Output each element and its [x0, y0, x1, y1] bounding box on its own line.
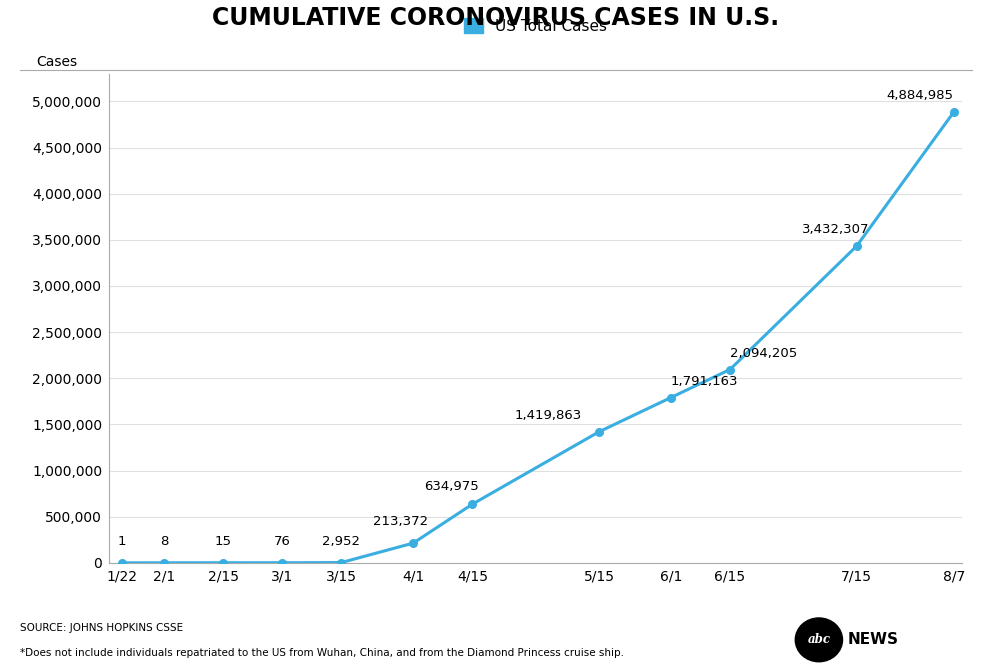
Text: *Does not include individuals repatriated to the US from Wuhan, China, and from : *Does not include individuals repatriate… [20, 648, 624, 658]
Text: 4,884,985: 4,884,985 [887, 89, 953, 102]
Text: 15: 15 [214, 535, 232, 548]
Text: 1,791,163: 1,791,163 [671, 375, 738, 389]
Text: 634,975: 634,975 [424, 480, 478, 493]
Text: SOURCE: JOHNS HOPKINS CSSE: SOURCE: JOHNS HOPKINS CSSE [20, 623, 183, 633]
Text: 2,094,205: 2,094,205 [730, 347, 798, 360]
Text: 3,432,307: 3,432,307 [802, 223, 869, 236]
Text: 2,952: 2,952 [322, 535, 360, 548]
Text: 8: 8 [160, 535, 169, 548]
Text: 76: 76 [274, 535, 291, 548]
Legend: US Total Cases: US Total Cases [464, 18, 607, 34]
Text: NEWS: NEWS [847, 632, 899, 647]
Text: CUMULATIVE CORONOVIRUS CASES IN U.S.: CUMULATIVE CORONOVIRUS CASES IN U.S. [212, 6, 780, 30]
Text: Cases: Cases [37, 55, 77, 69]
Circle shape [796, 618, 842, 662]
Text: 1: 1 [117, 535, 126, 548]
Text: 213,372: 213,372 [373, 515, 429, 529]
Text: abc: abc [807, 633, 830, 647]
Text: 1,419,863: 1,419,863 [515, 409, 582, 421]
